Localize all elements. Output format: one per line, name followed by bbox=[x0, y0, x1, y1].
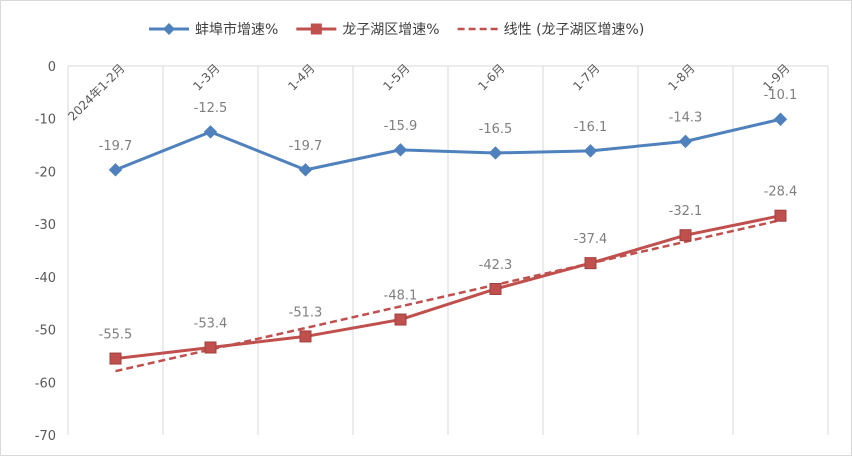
x-category-label: 2024年1-2月 bbox=[65, 61, 127, 123]
data-label: -42.3 bbox=[479, 258, 513, 273]
gridlines bbox=[67, 66, 829, 435]
legend-label: 龙子湖区增速% bbox=[342, 22, 439, 38]
point-marker bbox=[394, 313, 407, 326]
point-marker bbox=[298, 163, 313, 177]
data-label: -15.9 bbox=[384, 119, 418, 134]
series-line bbox=[115, 214, 781, 361]
data-label: -10.1 bbox=[764, 88, 798, 103]
y-tick-label: -50 bbox=[35, 324, 56, 339]
legend-label: 线性 (龙子湖区增速%) bbox=[504, 22, 645, 38]
data-label: -32.1 bbox=[669, 204, 703, 219]
point-marker bbox=[773, 112, 788, 126]
series-group bbox=[108, 112, 788, 373]
y-tick-label: -60 bbox=[35, 376, 56, 391]
data-label: -16.5 bbox=[479, 122, 513, 137]
y-tick-label: -30 bbox=[35, 218, 56, 233]
series-line bbox=[114, 117, 781, 172]
legend-label: 蚌埠市增速% bbox=[195, 21, 278, 38]
data-label: -55.5 bbox=[99, 328, 133, 343]
data-labels: -19.7 -12.5 -19.7 -15.9 -16.5 -16.1 -14.3 -10.1… bbox=[99, 88, 798, 342]
point-marker bbox=[108, 163, 123, 177]
data-label: -28.4 bbox=[764, 185, 798, 200]
y-tick-label: 0 bbox=[48, 60, 56, 75]
point-marker bbox=[203, 125, 218, 139]
point-marker bbox=[393, 143, 408, 157]
point-marker bbox=[299, 330, 312, 343]
point-marker bbox=[204, 341, 217, 354]
data-label: -14.3 bbox=[669, 110, 703, 125]
point-marker bbox=[109, 352, 122, 365]
y-tick-label: -40 bbox=[35, 271, 56, 286]
y-tick-label: -70 bbox=[35, 429, 56, 444]
legend: 蚌埠市增速% 龙子湖区增速% 线性 (龙子湖区增速%) bbox=[149, 21, 644, 38]
point-marker bbox=[774, 209, 787, 222]
data-label: -12.5 bbox=[194, 101, 228, 116]
data-label: -48.1 bbox=[384, 289, 418, 304]
point-marker bbox=[489, 282, 502, 295]
data-label: -16.1 bbox=[574, 120, 608, 135]
data-label: -19.7 bbox=[99, 139, 133, 154]
legend-marker bbox=[163, 23, 175, 35]
point-marker bbox=[488, 146, 503, 160]
y-tick-label: -20 bbox=[35, 165, 56, 180]
point-marker bbox=[678, 134, 693, 149]
point-marker bbox=[679, 229, 692, 242]
legend-marker bbox=[310, 23, 322, 35]
data-label: -37.4 bbox=[574, 232, 608, 247]
data-label: -53.4 bbox=[194, 316, 228, 331]
point-marker bbox=[584, 257, 597, 270]
data-label: -19.7 bbox=[289, 139, 323, 154]
data-label: -51.3 bbox=[289, 305, 323, 320]
point-marker bbox=[583, 144, 598, 158]
y-tick-label: -10 bbox=[35, 113, 56, 128]
